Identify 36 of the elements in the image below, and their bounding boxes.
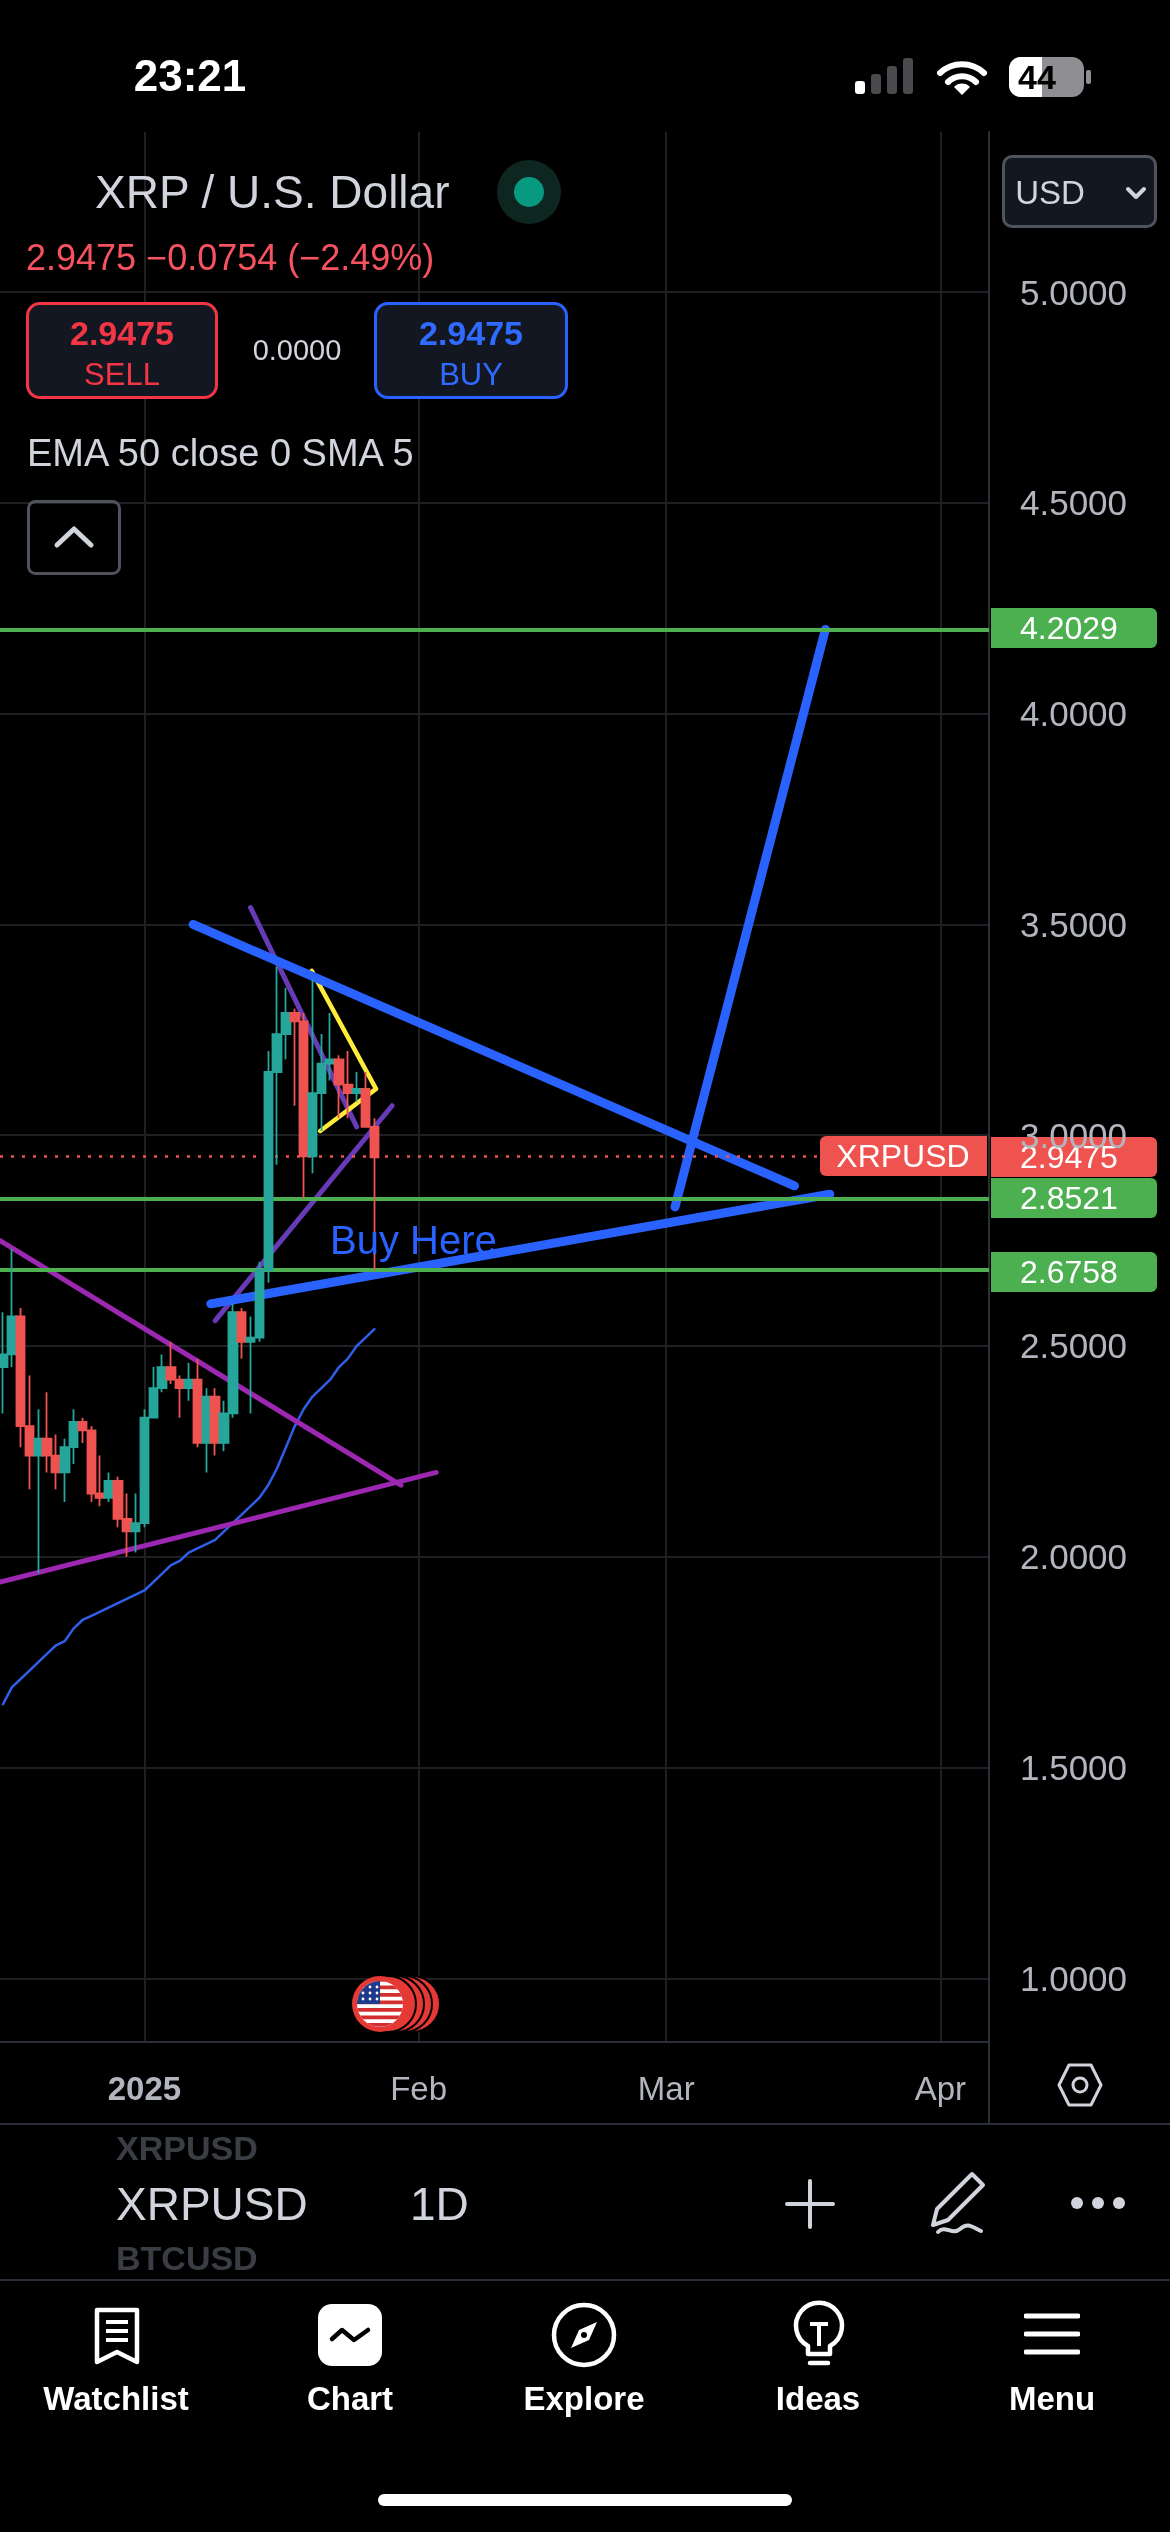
annotation: BUY	[439, 356, 503, 392]
y-tick-label: 4.0000	[1020, 694, 1128, 734]
text: Watchlist	[43, 2379, 189, 2417]
annotation: 2.9475	[419, 314, 523, 352]
ref-line-label: 2.6758	[1020, 1253, 1118, 1290]
text: XRP / U.S. Dollar	[95, 166, 450, 218]
annotation: 2.9475	[70, 314, 174, 352]
x-tick-label: Apr	[914, 2069, 967, 2107]
y-tick-label: 5.0000	[1020, 272, 1128, 312]
y-tick-label: 1.0000	[1020, 1958, 1128, 1998]
ref-line-label: 4.2029	[1020, 610, 1118, 647]
annotation: EMA 50 close 0 SMA 5	[27, 432, 414, 474]
text: BTCUSD	[116, 2239, 258, 2277]
x-tick-label: Feb	[390, 2069, 448, 2107]
ref-line-label: 2.8521	[1020, 1179, 1118, 1216]
text: 23:21	[133, 51, 247, 100]
x-tick-label: 2025	[107, 2069, 182, 2107]
text: 44	[1018, 58, 1056, 96]
text: Ideas	[775, 2379, 861, 2417]
text: XRPUSD	[116, 2129, 258, 2167]
annotation: XRPUSD	[836, 1138, 970, 1174]
text: USD	[1015, 173, 1085, 211]
text: Menu	[1008, 2379, 1096, 2417]
y-tick-label: 4.5000	[1020, 483, 1128, 523]
y-tick-label: 1.5000	[1020, 1748, 1128, 1788]
text: Chart	[306, 2379, 394, 2417]
x-tick-label: Mar	[637, 2069, 695, 2107]
text: XRPUSD	[116, 2178, 308, 2230]
annotation: 0.0000	[252, 333, 342, 366]
text: 2.9475 −0.0754 (−2.49%)	[26, 237, 435, 278]
annotation: SELL	[84, 356, 160, 392]
text: Explore	[523, 2379, 645, 2417]
y-tick-label: 3.5000	[1020, 904, 1128, 944]
y-tick-label: 2.0000	[1020, 1537, 1128, 1577]
y-tick-label: 2.5000	[1020, 1326, 1128, 1366]
text: 1D	[410, 2178, 469, 2230]
